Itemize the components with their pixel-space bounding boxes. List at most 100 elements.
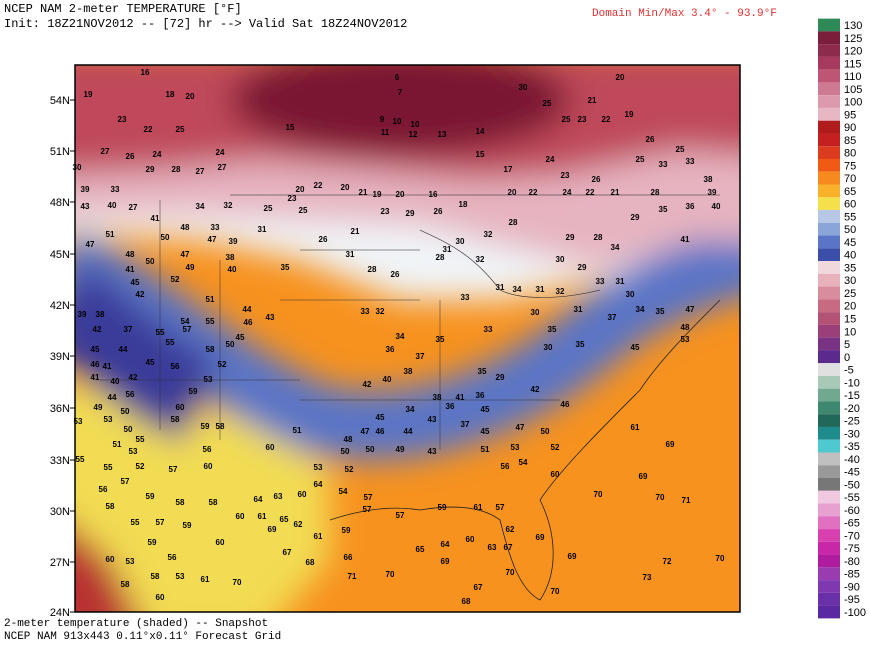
station-value: 14: [476, 127, 485, 136]
colorbar-label: -5: [844, 365, 854, 377]
station-value: 18: [459, 200, 468, 209]
station-value: 55: [156, 328, 165, 337]
station-value: 55: [206, 317, 215, 326]
station-value: 48: [681, 323, 690, 332]
colorbar-label: -100: [844, 607, 866, 619]
station-value: 32: [376, 307, 385, 316]
colorbar-label: -95: [844, 594, 860, 606]
station-value: 20: [508, 188, 517, 197]
station-value: 44: [119, 345, 128, 354]
station-value: 69: [268, 525, 277, 534]
colorbar-label: 95: [844, 109, 856, 121]
colorbar-block: [818, 414, 840, 427]
lat-label: 48N: [50, 197, 70, 209]
station-value: 44: [404, 427, 413, 436]
station-value: 33: [361, 307, 370, 316]
colorbar-block: [818, 44, 840, 57]
colorbar-block: [818, 120, 840, 134]
station-value: 40: [712, 202, 721, 211]
station-value: 69: [568, 552, 577, 561]
station-value: 25: [299, 206, 308, 215]
station-value: 30: [531, 308, 540, 317]
colorbar-label: -40: [844, 454, 860, 466]
station-value: 50: [161, 233, 170, 242]
colorbar-label: 30: [844, 275, 856, 287]
station-value: 58: [216, 422, 225, 431]
title: NCEP NAM 2-meter TEMPERATURE [°F]: [4, 2, 242, 16]
station-value: 56: [501, 462, 510, 471]
station-value: 21: [611, 188, 620, 197]
station-value: 31: [346, 250, 355, 259]
colorbar-block: [818, 337, 840, 351]
colorbar-block: [818, 299, 840, 313]
colorbar-label: 120: [844, 46, 862, 58]
station-value: 22: [586, 188, 595, 197]
station-value: 45: [481, 405, 490, 414]
station-value: 43: [428, 415, 437, 424]
station-value: 53: [176, 572, 185, 581]
station-value: 20: [296, 185, 305, 194]
station-value: 40: [108, 201, 117, 210]
station-value: 32: [484, 230, 493, 239]
temperature-field: [75, 65, 740, 612]
station-value: 28: [368, 265, 377, 274]
station-value: 47: [361, 427, 370, 436]
colorbar-label: 55: [844, 211, 856, 223]
station-value: 62: [294, 520, 303, 529]
colorbar-label: -90: [844, 581, 860, 593]
colorbar-label: -85: [844, 569, 860, 581]
station-value: 31: [258, 225, 267, 234]
station-value: 25: [676, 145, 685, 154]
colorbar-block: [818, 286, 840, 300]
colorbar-label: -15: [844, 390, 860, 402]
station-value: 59: [146, 492, 155, 501]
station-value: 27: [129, 203, 138, 212]
station-value: 41: [103, 362, 112, 371]
colorbar-block: [818, 222, 840, 236]
colorbar-block: [818, 56, 840, 70]
colorbar-label: 5: [844, 339, 850, 351]
station-value: 37: [608, 313, 617, 322]
lat-label: 33N: [50, 455, 70, 467]
station-value: 21: [588, 96, 597, 105]
station-value: 57: [363, 505, 372, 514]
colorbar-block: [818, 95, 840, 108]
station-value: 21: [359, 188, 368, 197]
station-value: 9: [380, 115, 385, 124]
station-value: 24: [216, 148, 225, 157]
station-value: 69: [536, 533, 545, 542]
station-value: 27: [196, 167, 205, 176]
station-value: 20: [341, 183, 350, 192]
station-value: 58: [209, 498, 218, 507]
station-value: 53: [511, 443, 520, 452]
station-value: 45: [236, 333, 245, 342]
station-value: 32: [476, 255, 485, 264]
station-value: 38: [433, 393, 442, 402]
station-value: 34: [611, 243, 620, 252]
station-value: 53: [129, 447, 138, 456]
station-value: 28: [594, 233, 603, 242]
station-value: 45: [131, 278, 140, 287]
station-value: 50: [146, 257, 155, 266]
station-value: 34: [396, 332, 405, 341]
station-value: 23: [288, 194, 297, 203]
station-value: 54: [339, 487, 348, 496]
station-value: 18: [166, 90, 175, 99]
station-value: 70: [386, 570, 395, 579]
lat-label: 24N: [50, 607, 70, 619]
station-value: 39: [78, 310, 87, 319]
station-value: 56: [171, 362, 180, 371]
colorbar-block: [818, 82, 840, 96]
station-value: 23: [578, 115, 587, 124]
colorbar-label: 90: [844, 122, 856, 134]
station-value: 64: [441, 540, 450, 549]
station-value: 63: [488, 543, 497, 552]
station-value: 36: [386, 345, 395, 354]
station-value: 37: [461, 420, 470, 429]
station-value: 60: [106, 555, 115, 564]
station-value: 35: [548, 325, 557, 334]
colorbar-label: -25: [844, 416, 860, 428]
station-value: 33: [111, 185, 120, 194]
station-value: 19: [373, 190, 382, 199]
station-value: 26: [434, 207, 443, 216]
